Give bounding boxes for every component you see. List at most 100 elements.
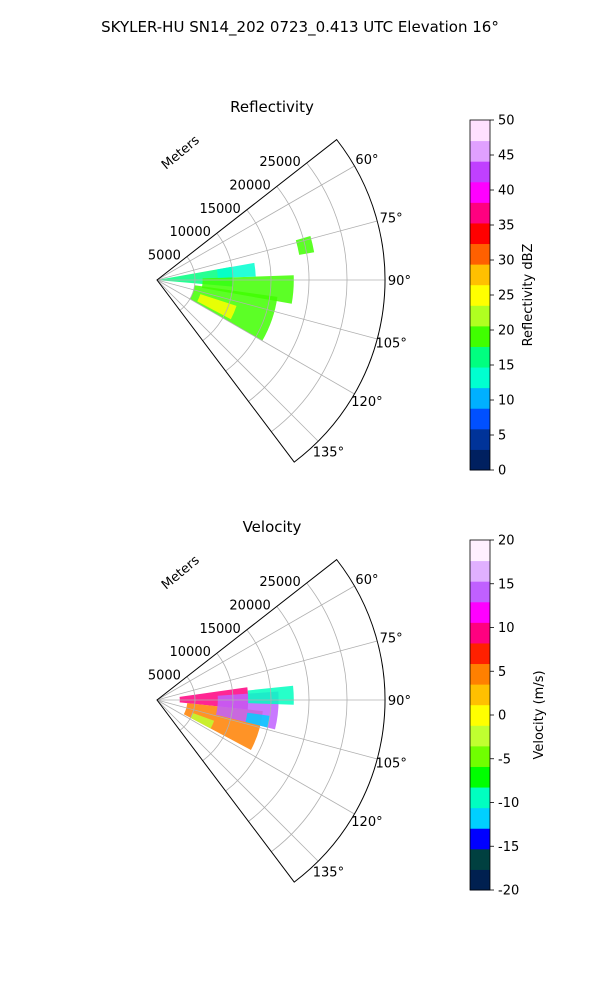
velocity-colorbar-label: Velocity (m/s) [532,670,547,759]
range-ring-3 [248,606,310,822]
range-ring-2 [225,629,272,792]
angle-tick-label-4: 120° [351,395,382,410]
radial-tick-label-2: 15000 [199,622,240,637]
colorbar-swatch-12 [470,622,490,644]
colorbar-swatch-12 [470,202,490,224]
angle-tick-label-3: 105° [376,757,407,772]
colorbar-swatch-15 [470,560,490,582]
radial-tick-label-3: 20000 [229,598,270,613]
velocity-colorbar: -20 -15 -10 -5 0 5 10 15 20 Velocity (m/s) [469,534,547,899]
colorbar-tick-label-1: 5 [498,429,506,444]
echo-region-4 [216,262,256,278]
range-ring-2 [225,209,272,372]
angle-tick-label-1: 75° [380,631,403,646]
angle-tick-label-4: 120° [351,815,382,830]
reflectivity-title: Reflectivity [230,98,314,116]
colorbar-swatch-10 [470,663,490,685]
colorbar-swatch-11 [470,642,490,665]
velocity-title: Velocity [243,518,302,536]
sector-frame [156,558,386,883]
colorbar-swatch-0 [470,449,490,471]
colorbar-tick-label-7: 15 [498,577,515,592]
velocity-panel: 5000 10000 15000 20000 25000 60° 75° 90° 105° 120… [148,518,411,883]
velocity-colorbar-ticks: -20 -15 -10 -5 0 5 10 15 20 [490,534,519,899]
colorbar-tick-label-3: 15 [498,359,515,374]
colorbar-tick-label-0: 0 [498,464,506,479]
colorbar-swatch-2 [470,408,490,430]
radial-tick-label-0: 5000 [148,249,181,264]
angle-tick-label-2: 90° [388,274,411,289]
colorbar-swatch-9 [470,264,490,286]
colorbar-swatch-16 [470,120,490,142]
range-ring-0 [179,256,196,311]
azimuth-line-3 [156,279,378,340]
colorbar-swatch-13 [470,181,490,203]
colorbar-tick-label-2: -10 [498,796,519,811]
colorbar-tick-label-6: 30 [498,254,515,269]
azimuth-line-0 [156,585,355,701]
colorbar-swatch-4 [470,367,490,389]
colorbar-tick-label-1: -15 [498,840,519,855]
colorbar-swatch-5 [470,766,490,788]
colorbar-tick-label-6: 10 [498,621,515,636]
colorbar-swatch-13 [470,601,490,623]
radial-tick-label-3: 20000 [229,178,270,193]
radial-tick-label-1: 10000 [170,645,211,660]
colorbar-swatch-8 [470,284,490,306]
figure-suptitle: SKYLER-HU SN14_202 0723_0.413 UTC Elevat… [101,18,499,37]
echo-region-3 [197,294,237,320]
velocity-labels: 5000 10000 15000 20000 25000 60° 75° 90° 105° 120… [148,573,411,881]
velocity-radial-label: Meters [159,553,203,593]
range-ring-4 [271,582,348,853]
colorbar-swatch-16 [470,540,490,562]
colorbar-swatch-15 [470,140,490,162]
colorbar-swatch-7 [470,725,490,747]
echo-region-3 [245,712,270,728]
angle-tick-label-5: 135° [313,445,344,460]
colorbar-swatch-11 [470,222,490,245]
radial-tick-label-0: 5000 [148,669,181,684]
range-ring-0 [179,676,196,731]
sector-frame [156,138,386,463]
reflectivity-labels: 5000 10000 15000 20000 25000 60° 75° 90° 105° 120… [148,153,411,461]
azimuth-line-1 [156,640,378,701]
colorbar-tick-label-7: 35 [498,219,515,234]
colorbar-swatch-3 [470,387,490,409]
range-ring-4 [271,162,348,433]
colorbar-tick-label-8: 40 [498,184,515,199]
angle-tick-label-2: 90° [388,694,411,709]
colorbar-swatch-2 [470,828,490,850]
azimuth-line-5 [156,279,319,442]
range-ring-1 [202,232,234,342]
reflectivity-panel: 5000 10000 15000 20000 25000 60° 75° 90° 105° 120… [148,98,411,463]
colorbar-tick-label-0: -20 [498,884,519,899]
velocity-grid [156,558,386,883]
colorbar-tick-label-3: -5 [498,752,511,767]
reflectivity-colorbar-ticks: 0 5 10 15 20 25 30 35 40 45 50 [490,114,515,479]
radial-tick-label-2: 15000 [199,202,240,217]
colorbar-swatch-4 [470,787,490,809]
azimuth-line-4 [156,279,355,395]
reflectivity-grid [156,138,386,463]
colorbar-swatch-8 [470,704,490,726]
colorbar-swatch-1 [470,848,490,870]
colorbar-swatch-7 [470,305,490,327]
reflectivity-colorbar-label: Reflectivity dBZ [521,244,536,347]
reflectivity-echo-field [160,236,315,341]
colorbar-tick-label-8: 20 [498,534,515,549]
radial-tick-label-1: 10000 [170,225,211,240]
reflectivity-colorbar: 0 5 10 15 20 25 30 35 40 45 50 Reflectivity dBZ [469,114,536,479]
colorbar-swatch-6 [470,325,490,347]
azimuth-line-5 [156,699,319,862]
colorbar-tick-label-5: 25 [498,289,515,304]
radial-tick-label-4: 25000 [259,575,300,590]
angle-tick-label-0: 60° [355,573,378,588]
angle-tick-label-1: 75° [380,211,403,226]
azimuth-line-3 [156,699,378,760]
angle-tick-label-3: 105° [376,337,407,352]
angle-tick-label-0: 60° [355,153,378,168]
velocity-echo-field [179,685,294,750]
colorbar-tick-label-2: 10 [498,394,515,409]
colorbar-swatch-10 [470,243,490,265]
